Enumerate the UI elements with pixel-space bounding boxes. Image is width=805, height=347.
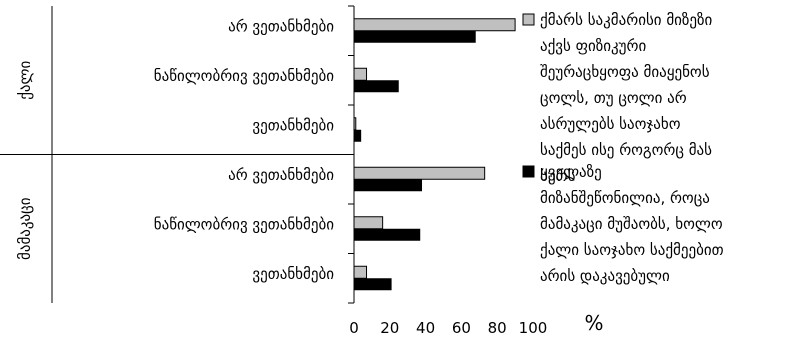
bar-series-1: [354, 278, 392, 291]
group-label-0: ქალი: [16, 60, 34, 99]
x-tick-label: 0: [349, 319, 359, 337]
bar-series-0: [353, 18, 516, 32]
category-label: ნაწილობრივ ვეთანხმები: [154, 215, 334, 233]
bar-series-0: [353, 67, 368, 81]
x-tick-label: 80: [488, 319, 507, 337]
category-label: არ ვეთანხმები: [228, 166, 334, 184]
group-label-1: მამაკაცი: [16, 197, 34, 260]
category-label: ნაწილობრივ ვეთანხმები: [154, 67, 334, 85]
bar-series-1: [354, 129, 362, 142]
category-label: ვეთანხმები: [252, 116, 334, 134]
x-tick-label: 100: [519, 319, 548, 337]
x-tick-label: 40: [416, 319, 435, 337]
bar-series-0: [353, 117, 357, 131]
category-label: არ ვეთანხმები: [228, 17, 334, 35]
bar-series-0: [353, 265, 368, 279]
bar-series-1: [354, 80, 399, 93]
bar-series-0: [353, 216, 384, 230]
x-axis-label: %: [584, 311, 603, 335]
legend-label-1: ყველაზე მიზანშეწონილია, როცა მამაკაცი მუშა…: [540, 163, 724, 285]
x-tick-label: 20: [380, 319, 399, 337]
legend-swatch-1: [522, 165, 535, 178]
bar-series-1: [354, 228, 421, 241]
category-label: ვეთანხმები: [252, 265, 334, 283]
x-tick-label: 60: [452, 319, 471, 337]
bar-series-0: [353, 166, 486, 180]
legend-swatch-0: [522, 13, 535, 26]
legend-label-0: ქმარს საკმარისი მიზეზი აქვს ფიზიკური შეურა…: [540, 11, 713, 185]
bar-series-1: [354, 30, 476, 43]
bar-series-1: [354, 179, 423, 192]
